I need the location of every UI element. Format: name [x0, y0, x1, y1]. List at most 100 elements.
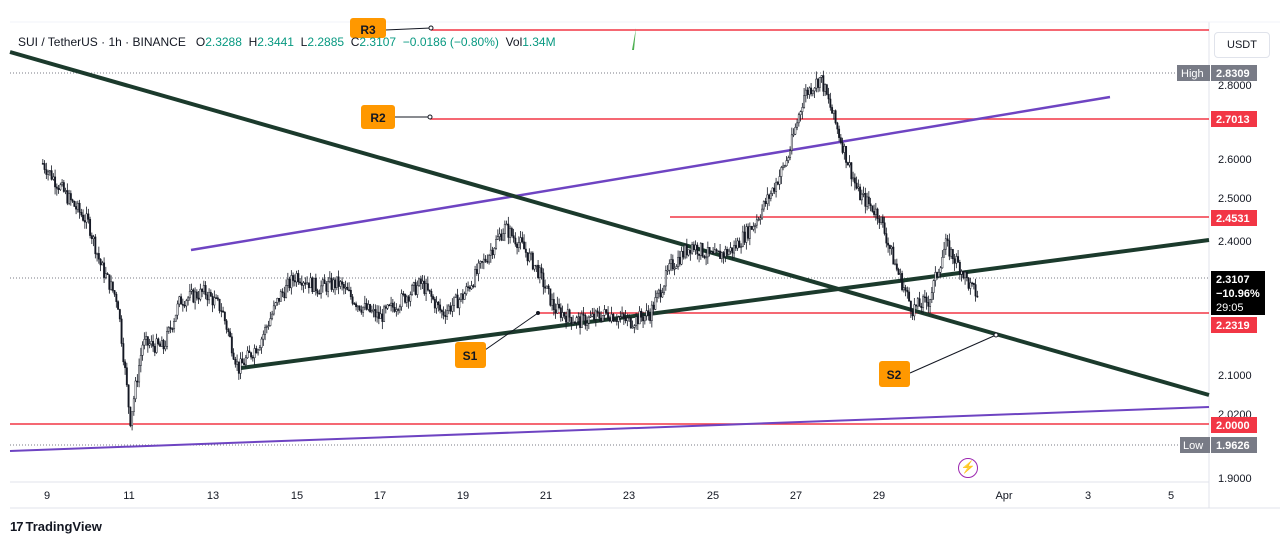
candle-body — [503, 224, 506, 234]
candle-body — [715, 249, 718, 252]
r3-anchor[interactable] — [428, 25, 434, 31]
candle-body — [974, 284, 977, 297]
candle-body — [551, 299, 554, 306]
rising-support-trendline[interactable] — [240, 238, 1210, 370]
candle-body — [197, 297, 200, 300]
flash-icon[interactable]: ⚡ — [958, 458, 978, 478]
candle-body — [530, 252, 533, 255]
candle-body — [698, 253, 701, 256]
legend-c-value: 2.3107 — [359, 35, 397, 49]
candle-body — [458, 299, 461, 309]
candle-body — [834, 110, 837, 124]
candle-body — [362, 306, 365, 313]
candle-body — [286, 278, 289, 286]
candle-body — [635, 316, 638, 326]
candle-body — [650, 304, 653, 321]
candle-body — [369, 304, 372, 313]
r2-label[interactable]: R2 — [361, 105, 395, 129]
candle-body — [554, 309, 557, 314]
candle-body — [685, 245, 688, 256]
r2-anchor[interactable] — [427, 114, 433, 120]
candle-body — [845, 145, 848, 163]
candle-body — [442, 311, 445, 316]
candle-body — [824, 84, 827, 92]
s2-label[interactable]: S2 — [879, 361, 910, 387]
candle-body — [353, 303, 356, 305]
candle-body — [750, 226, 753, 230]
candle-body — [783, 165, 786, 167]
y-tick-2600: 2.6000 — [1218, 154, 1252, 166]
candle-body — [414, 282, 417, 295]
candle-body — [397, 309, 400, 311]
candle-body — [507, 223, 510, 238]
candle-body — [351, 296, 354, 304]
s1-anchor[interactable] — [536, 311, 540, 315]
candle-body — [118, 309, 121, 320]
descending-trendline[interactable] — [9, 50, 1210, 397]
candle-body — [971, 282, 974, 285]
candle-body — [55, 186, 58, 189]
candle-body — [743, 231, 746, 243]
r3-label[interactable]: R3 — [350, 18, 386, 38]
candle-body — [582, 313, 585, 316]
candle-body — [400, 293, 403, 308]
candle-body — [229, 331, 232, 338]
tradingview-logo[interactable]: 17 TradingView — [10, 519, 102, 534]
candle-body — [638, 310, 641, 325]
candle-body — [307, 282, 310, 289]
candle-body — [195, 291, 198, 299]
candle-body — [600, 317, 603, 322]
candle-body — [323, 279, 326, 284]
s2-anchor[interactable] — [993, 332, 999, 338]
candle-body — [278, 297, 281, 302]
candles — [41, 70, 979, 431]
candle-body — [54, 176, 57, 188]
currency-button[interactable]: USDT — [1214, 32, 1270, 58]
candle-body — [797, 114, 800, 124]
legend-symbol[interactable]: SUI / TetherUS · 1h · BINANCE — [18, 35, 186, 49]
candle-body — [328, 277, 331, 282]
candle-body — [785, 160, 788, 166]
candle-body — [388, 304, 391, 307]
candle-body — [869, 203, 872, 206]
candle-body — [313, 277, 316, 292]
candle-body — [82, 214, 85, 221]
candle-body — [500, 233, 503, 241]
candle-body — [223, 311, 226, 322]
candle-body — [423, 280, 426, 294]
candle-body — [92, 236, 95, 239]
channel-bottom-trendline[interactable] — [9, 406, 1210, 452]
candle-body — [909, 300, 912, 312]
channel-top-trendline[interactable] — [190, 95, 1111, 252]
candle-body — [594, 310, 597, 320]
candle-body — [617, 316, 620, 322]
x-tick-5: 5 — [1168, 490, 1174, 502]
candle-body — [839, 137, 842, 143]
candle-body — [764, 201, 767, 204]
candle-body — [850, 162, 853, 180]
candle-body — [300, 282, 303, 286]
candle-body — [48, 170, 51, 173]
candle-body — [537, 264, 540, 278]
candle-body — [325, 283, 328, 292]
candle-body — [493, 248, 496, 256]
candle-body — [68, 193, 71, 204]
candle-body — [857, 186, 860, 189]
s1-label[interactable]: S1 — [455, 342, 486, 368]
candle-body — [939, 267, 942, 273]
candle-body — [941, 257, 944, 269]
tradingview-logo-mark: 17 — [10, 519, 24, 534]
candle-body — [283, 292, 286, 299]
candle-body — [754, 224, 757, 227]
candle-body — [73, 201, 76, 207]
candle-body — [206, 294, 209, 301]
candle-body — [731, 247, 734, 254]
candle-body — [677, 256, 680, 267]
candle-body — [556, 303, 559, 314]
r3-connector — [384, 27, 432, 31]
candle-body — [633, 325, 636, 328]
candle-body — [418, 278, 421, 286]
candle-body — [106, 273, 109, 275]
candle-body — [451, 305, 454, 312]
